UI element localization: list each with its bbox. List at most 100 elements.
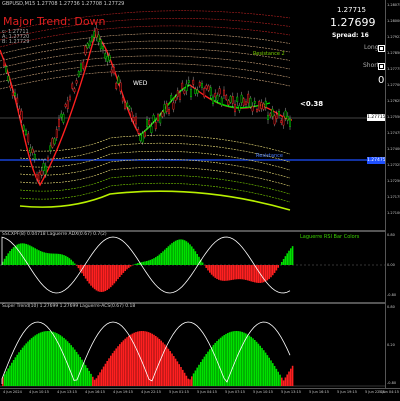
histogram-bar <box>175 241 177 265</box>
candle <box>230 95 231 104</box>
super-trend-histogram <box>0 304 385 388</box>
histogram-bar <box>144 331 146 386</box>
histogram-bar <box>290 369 292 386</box>
histogram-bar <box>121 265 123 275</box>
histogram-bar <box>31 338 33 386</box>
histogram-bar <box>110 356 112 386</box>
indicator-axis-label: 0.20 <box>387 344 395 348</box>
histogram-bar <box>29 340 31 386</box>
histogram-bar <box>274 366 276 386</box>
histogram-bar <box>139 331 141 386</box>
main-chart-pane[interactable]: GBPUSD,M15 1.27708 1.27736 1.27708 1.277… <box>0 0 385 230</box>
short-radio-button[interactable] <box>378 63 385 70</box>
candle <box>190 86 191 100</box>
histogram-bar <box>252 338 254 386</box>
price-axis-label: 1.27400 <box>387 148 400 152</box>
histogram-bar <box>4 374 6 386</box>
histogram-bar <box>288 372 290 386</box>
histogram-bar <box>187 379 189 386</box>
histogram-bar <box>196 368 198 386</box>
histogram-bar <box>11 249 13 265</box>
candle <box>111 66 112 76</box>
histogram-bar <box>112 353 114 386</box>
short-label: Short <box>363 63 379 69</box>
histogram-bar <box>13 360 15 386</box>
candle <box>30 144 31 156</box>
candle <box>85 44 86 56</box>
histogram-bar <box>258 344 260 386</box>
histogram-bar <box>119 265 121 277</box>
histogram-bar <box>42 332 44 386</box>
histogram-bar <box>254 265 256 282</box>
histogram-bar <box>13 247 15 265</box>
histogram-bar <box>124 339 126 386</box>
time-axis-label: 5 Jun 04:15 <box>379 391 399 395</box>
histogram-bar <box>97 265 99 291</box>
price-axis[interactable]: 1.280751.280001.279231.278501.277751.277… <box>385 0 400 388</box>
support-price-box: 1.27475 <box>367 157 385 164</box>
histogram-bar <box>69 258 71 265</box>
histogram-bar <box>231 265 233 280</box>
histogram-bar <box>103 265 105 292</box>
candle <box>50 142 51 154</box>
time-axis-label: 5 Jun 01:15 <box>169 391 189 395</box>
envelope-band-lower <box>20 183 290 202</box>
histogram-bar <box>31 246 33 265</box>
histogram-bar <box>216 265 218 279</box>
time-axis-label: 5 Jun 19:15 <box>337 391 357 395</box>
histogram-bar <box>58 334 60 386</box>
candle <box>281 118 282 125</box>
histogram-bar <box>196 254 198 265</box>
histogram-bar <box>168 349 170 386</box>
histogram-bar <box>34 248 36 265</box>
histogram-bar <box>272 265 274 275</box>
histogram-bar <box>243 265 245 280</box>
histogram-bar <box>94 265 96 289</box>
histogram-bar <box>229 332 231 386</box>
price-axis-label: 1.27325 <box>387 164 400 168</box>
histogram-bar <box>191 246 193 265</box>
histogram-bar <box>142 262 144 265</box>
candle <box>164 101 165 117</box>
indicator-axis-label: -0.80 <box>387 382 396 386</box>
histogram-bar <box>123 340 125 386</box>
histogram-bar <box>189 244 191 265</box>
histogram-bar <box>126 265 128 269</box>
candle <box>267 111 268 123</box>
bid-price-large: 1.27699 <box>330 17 376 28</box>
histogram-bar <box>180 239 182 265</box>
histogram-bar <box>270 360 272 386</box>
long-radio-button[interactable] <box>378 45 385 52</box>
candle <box>204 87 205 99</box>
histogram-bar <box>22 243 24 265</box>
candle <box>63 112 64 124</box>
histogram-bar <box>204 357 206 386</box>
symbol-header: GBPUSD,M15 1.27708 1.27736 1.27708 1.277… <box>2 2 124 7</box>
candle <box>206 84 207 91</box>
price-chart[interactable] <box>0 0 385 230</box>
histogram-bar <box>245 265 247 280</box>
histogram-bar <box>7 368 9 386</box>
histogram-bar <box>52 254 54 265</box>
indicator-pane-2[interactable]: Super Trend(10) 1.27699 1.27699 Laguerre… <box>0 304 385 388</box>
histogram-bar <box>15 357 17 386</box>
histogram-bar <box>115 265 117 281</box>
indicator-axis-label: 0.80 <box>387 234 395 238</box>
histogram-bar <box>231 332 233 386</box>
histogram-bar <box>96 378 98 386</box>
time-axis-label: 4 Jun 2024 <box>3 391 22 395</box>
histogram-bar <box>234 331 236 386</box>
histogram-bar <box>189 379 191 386</box>
histogram-bar <box>103 367 105 386</box>
candle <box>201 81 202 91</box>
histogram-bar <box>146 261 148 265</box>
histogram-bar <box>20 350 22 386</box>
candle <box>47 155 48 162</box>
time-axis-label: 5 Jun 04:15 <box>197 391 217 395</box>
histogram-bar <box>240 265 242 279</box>
time-axis-label: 5 Jun 16:15 <box>309 391 329 395</box>
candle <box>58 115 59 131</box>
indicator-pane-1[interactable]: SSCXPF(8) 0.04718 Laguerre ADX(0.67) 0.7… <box>0 232 385 302</box>
histogram-bar <box>60 335 62 386</box>
